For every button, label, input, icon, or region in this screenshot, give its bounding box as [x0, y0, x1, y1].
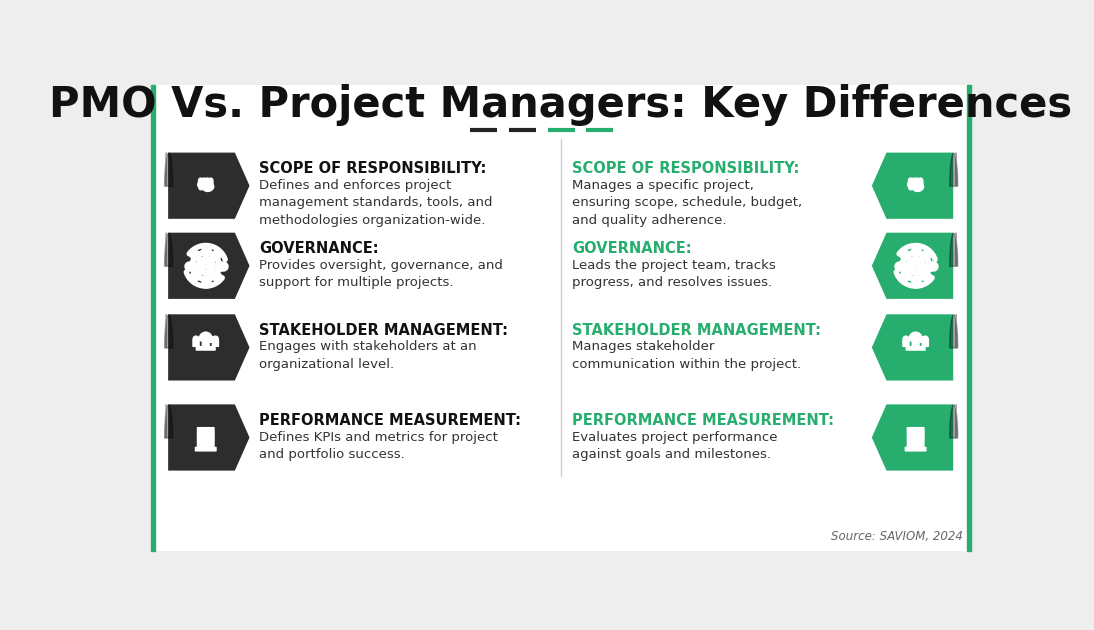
Circle shape	[193, 336, 199, 342]
Circle shape	[903, 336, 909, 342]
Circle shape	[202, 335, 209, 342]
Bar	[151, 85, 154, 551]
FancyBboxPatch shape	[193, 340, 200, 347]
Text: Leads the project team, tracks
progress, and resolves issues.: Leads the project team, tracks progress,…	[572, 259, 776, 289]
Text: GOVERNANCE:: GOVERNANCE:	[259, 241, 379, 256]
Polygon shape	[168, 152, 249, 219]
Text: Engages with stakeholders at an
organizational level.: Engages with stakeholders at an organiza…	[259, 340, 477, 371]
Polygon shape	[872, 314, 953, 381]
Text: SCOPE OF RESPONSIBILITY:: SCOPE OF RESPONSIBILITY:	[572, 161, 800, 176]
Circle shape	[922, 336, 929, 342]
FancyBboxPatch shape	[211, 340, 219, 347]
Polygon shape	[168, 314, 249, 381]
Text: Manages a specific project,
ensuring scope, schedule, budget,
and quality adhere: Manages a specific project, ensuring sco…	[572, 179, 802, 227]
Polygon shape	[872, 404, 953, 471]
FancyBboxPatch shape	[197, 427, 214, 449]
Text: Evaluates project performance
against goals and milestones.: Evaluates project performance against go…	[572, 430, 778, 461]
Text: Provides oversight, governance, and
support for multiple projects.: Provides oversight, governance, and supp…	[259, 259, 503, 289]
Text: STAKEHOLDER MANAGEMENT:: STAKEHOLDER MANAGEMENT:	[572, 323, 822, 338]
FancyBboxPatch shape	[903, 340, 910, 347]
Text: STAKEHOLDER MANAGEMENT:: STAKEHOLDER MANAGEMENT:	[259, 323, 509, 338]
FancyBboxPatch shape	[905, 447, 927, 452]
FancyBboxPatch shape	[151, 85, 970, 551]
Bar	[967, 85, 970, 551]
FancyBboxPatch shape	[196, 346, 216, 351]
Circle shape	[212, 336, 219, 342]
FancyBboxPatch shape	[907, 427, 924, 449]
Text: Defines KPIs and metrics for project
and portfolio success.: Defines KPIs and metrics for project and…	[259, 430, 498, 461]
Polygon shape	[168, 404, 249, 471]
Text: Source: SAVIOM, 2024: Source: SAVIOM, 2024	[831, 530, 963, 542]
Text: GOVERNANCE:: GOVERNANCE:	[572, 241, 691, 256]
FancyBboxPatch shape	[199, 430, 212, 445]
FancyBboxPatch shape	[906, 346, 926, 351]
Polygon shape	[872, 232, 953, 299]
FancyBboxPatch shape	[911, 339, 920, 346]
Text: SCOPE OF RESPONSIBILITY:: SCOPE OF RESPONSIBILITY:	[259, 161, 487, 176]
FancyBboxPatch shape	[921, 340, 929, 347]
FancyBboxPatch shape	[201, 339, 210, 346]
Text: PMO Vs. Project Managers: Key Differences: PMO Vs. Project Managers: Key Difference…	[49, 84, 1072, 126]
Text: Defines and enforces project
management standards, tools, and
methodologies orga: Defines and enforces project management …	[259, 179, 492, 227]
Text: PERFORMANCE MEASUREMENT:: PERFORMANCE MEASUREMENT:	[259, 413, 521, 428]
Circle shape	[912, 335, 919, 342]
FancyBboxPatch shape	[195, 447, 217, 452]
Text: Manages stakeholder
communication within the project.: Manages stakeholder communication within…	[572, 340, 802, 371]
FancyBboxPatch shape	[909, 430, 922, 445]
Polygon shape	[168, 232, 249, 299]
Polygon shape	[872, 152, 953, 219]
Text: PERFORMANCE MEASUREMENT:: PERFORMANCE MEASUREMENT:	[572, 413, 835, 428]
